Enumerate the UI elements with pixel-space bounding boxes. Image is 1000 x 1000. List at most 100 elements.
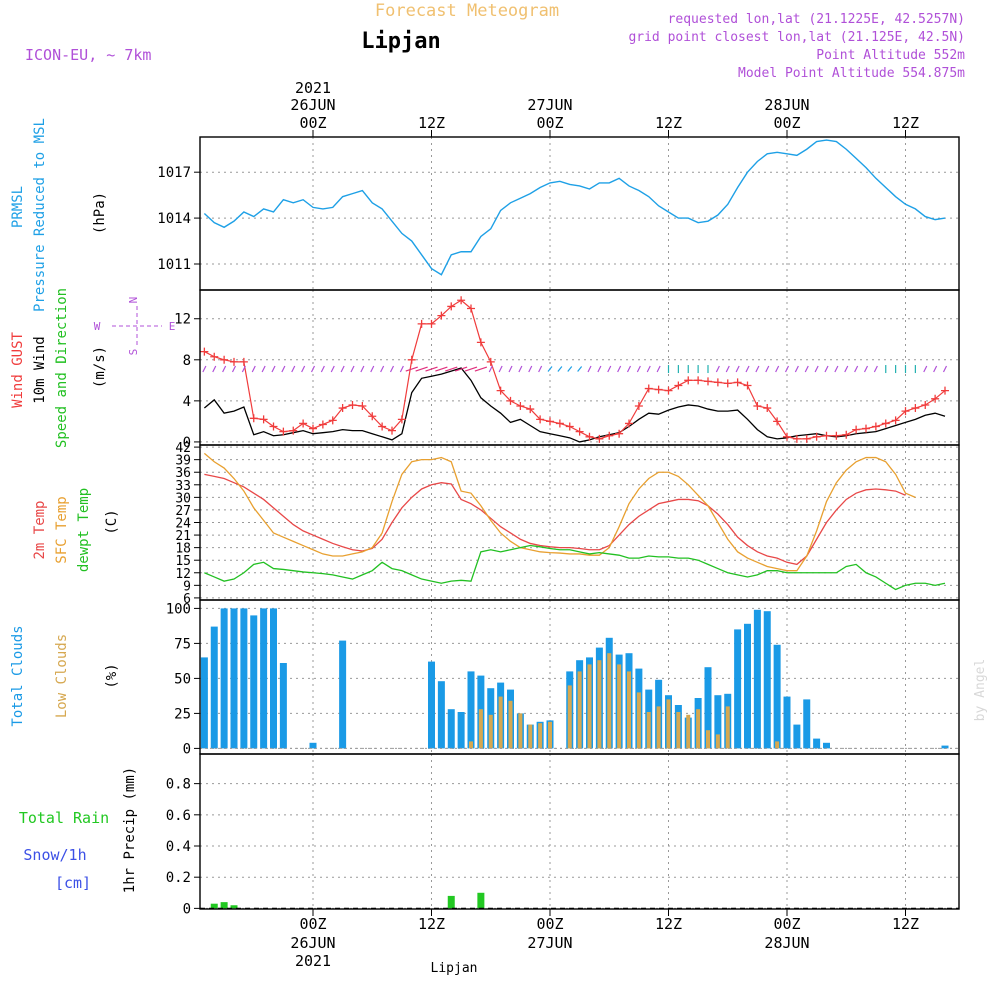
wind-arrow [380, 365, 385, 373]
compass-icon: N W E S [94, 297, 176, 356]
wind-arrow [271, 365, 276, 373]
wind-arrow [814, 365, 819, 373]
gust-marker [733, 378, 742, 387]
wind-arrow [854, 365, 859, 373]
gust-label: Wind GUST [10, 332, 26, 408]
wind-direction-label: Speed and Direction [54, 288, 70, 448]
gust-marker [378, 422, 387, 431]
gust-marker [921, 400, 930, 409]
model-label: ICON-EU, ~ 7km [25, 46, 151, 64]
gust-marker [832, 431, 841, 440]
precip-unit-label: 1hr Precip (mm) [122, 767, 138, 893]
gust-marker [911, 404, 920, 413]
gust-marker [299, 419, 308, 428]
gust-marker [605, 431, 614, 440]
gust-marker [220, 355, 229, 364]
gust-marker [931, 394, 940, 403]
gust-marker [526, 405, 535, 414]
gust-marker [644, 384, 653, 393]
xtick-bottom-label: 00Z [299, 915, 326, 933]
gust-marker [417, 319, 426, 328]
t2m-label: 2m Temp [32, 500, 48, 559]
ytick-label-clouds: 50 [174, 671, 191, 687]
ytick-label-pressure: 1014 [157, 211, 191, 227]
wind10m-line [203, 367, 946, 443]
rain-label: Total Rain [19, 809, 109, 827]
ytick-label-temperature: 30 [175, 491, 191, 506]
gust-marker [269, 422, 278, 431]
gust-marker [476, 338, 485, 347]
wind-arrow [725, 365, 730, 373]
wind-arrow [646, 365, 651, 373]
gust-marker [792, 434, 801, 443]
wind-arrow [212, 365, 217, 373]
total-cloud-bar [783, 696, 791, 749]
wind-arrow [291, 365, 296, 373]
ytick-label-wind: 4 [183, 394, 191, 410]
rain-bar [230, 905, 238, 909]
total-cloud-bar [339, 640, 347, 749]
wind-arrow [330, 365, 335, 373]
snow-label: Snow/1h [23, 846, 86, 864]
gust-marker [259, 415, 268, 424]
wind-arrow [745, 365, 750, 373]
ytick-label-temperature: 33 [175, 479, 191, 494]
gust-marker [279, 427, 288, 436]
low-cloud-bar [508, 700, 513, 749]
ytick-label-clouds: 100 [166, 601, 191, 617]
wind-arrow [538, 365, 543, 373]
gust-line [204, 299, 946, 440]
gust-marker [575, 427, 584, 436]
wind-arrow [942, 365, 948, 373]
wind-arrow [241, 365, 246, 373]
bottom-year-label: 2021 [295, 952, 331, 970]
wind-arrow [923, 365, 928, 373]
total-cloud-bar [210, 626, 218, 749]
wind-arrow [804, 365, 809, 373]
wind-arrow [508, 365, 513, 373]
gust-marker [723, 379, 732, 388]
low-cloud-bar [646, 712, 651, 749]
wind-arrow [445, 366, 458, 372]
ytick-label-temperature: 12 [175, 567, 191, 582]
ytick-label-pressure: 1017 [157, 165, 191, 181]
wind-arrow [557, 366, 563, 372]
low-cloud-bar [715, 734, 720, 749]
total-cloud-bar [467, 671, 475, 749]
wind-arrow [794, 365, 799, 373]
wind-arrow [547, 366, 553, 372]
total-cloud-bar [220, 608, 228, 749]
gust-marker [486, 357, 495, 366]
xtick-bottom-date: 28JUN [764, 934, 809, 952]
low-cloud-bar [528, 724, 533, 749]
total-cloud-bar [941, 745, 949, 749]
wind-arrow [454, 366, 468, 372]
low-cloud-bar [488, 714, 493, 749]
gust-marker [555, 419, 564, 428]
gust-marker [200, 347, 209, 356]
ytick-label-precip: 0.4 [166, 839, 191, 855]
gust-marker [516, 401, 525, 410]
gust-marker [891, 416, 900, 425]
total-cloud-bar [704, 667, 712, 749]
gust-marker [664, 386, 673, 395]
clouds-unit-label: (%) [104, 663, 120, 688]
low-cloud-bar [666, 699, 671, 749]
ytick-label-pressure: 1011 [157, 257, 191, 273]
wind-arrow [399, 365, 404, 373]
top-year-label: 2021 [295, 79, 331, 97]
gust-marker [842, 430, 851, 439]
low-cloud-bar [567, 685, 572, 749]
wind-arrow [261, 365, 266, 373]
low-cloud-bar [775, 741, 780, 749]
gust-marker [654, 385, 663, 394]
wind-arrow [587, 365, 592, 373]
wind-arrow [844, 365, 849, 373]
wind-arrow [528, 365, 533, 373]
gust-marker [812, 432, 821, 441]
ytick-label-temperature: 42 [175, 441, 191, 456]
snow-unit-label: [cm] [55, 874, 91, 892]
dewpt-line [204, 544, 946, 591]
wind-arrow [222, 365, 227, 373]
wind-arrow [360, 365, 365, 373]
